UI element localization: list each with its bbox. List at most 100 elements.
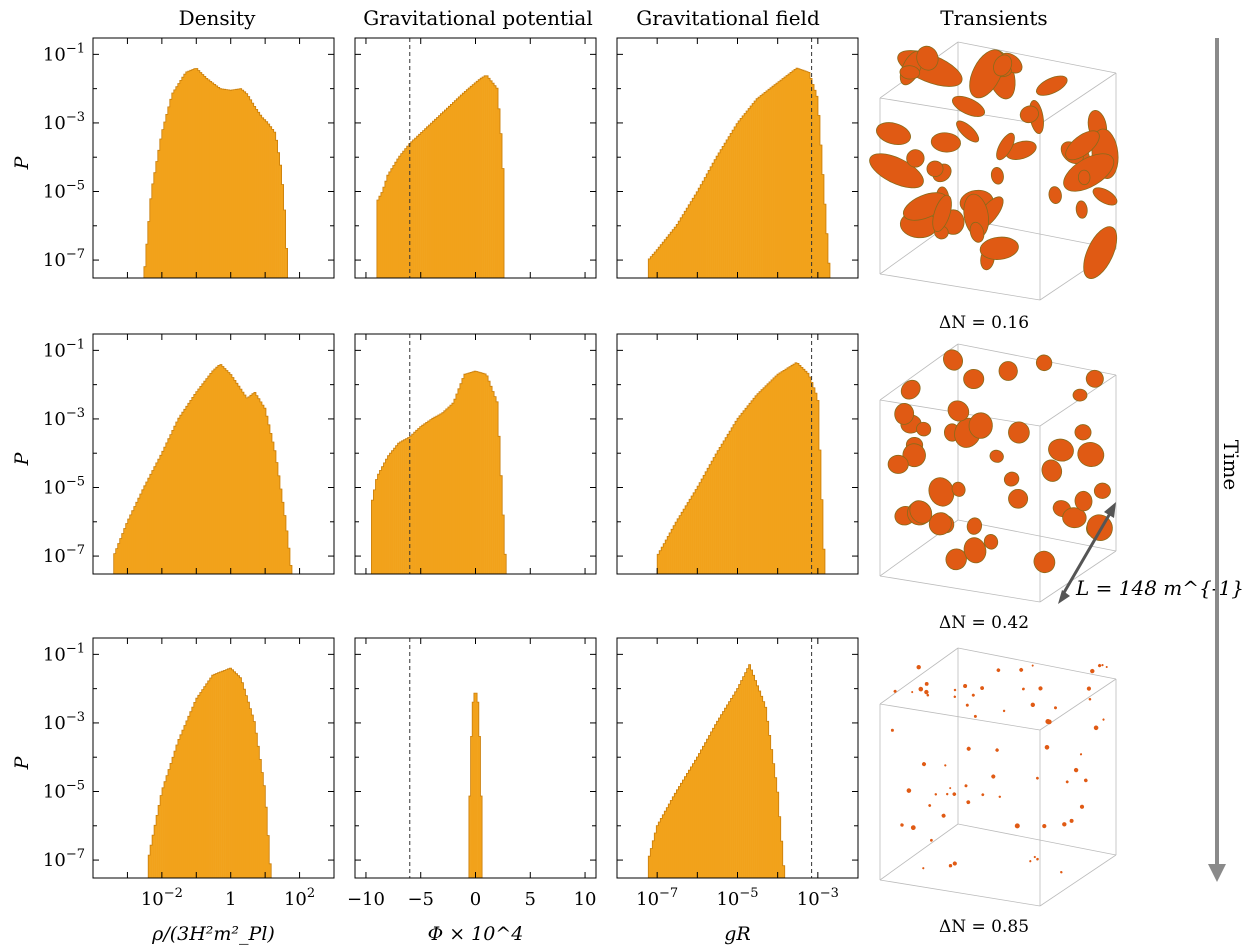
histogram-bar: [450, 104, 453, 278]
transient-blob: [963, 537, 987, 564]
histogram-bar: [672, 229, 675, 278]
histogram-bar: [181, 77, 185, 278]
histogram-bar: [776, 83, 779, 278]
histogram-bar: [742, 115, 745, 278]
transient-blob: [916, 664, 921, 670]
histogram-bar: [227, 668, 230, 878]
histogram-bar: [435, 416, 439, 574]
histogram-bar: [731, 427, 734, 574]
histogram-bar: [426, 126, 429, 278]
panel-density-row1: 10−1 10−3 10−5 10−7 P: [11, 333, 335, 575]
histogram-bar: [750, 105, 753, 279]
histogram-bar: [692, 763, 695, 878]
transient-blob: [1062, 822, 1067, 827]
histogram-bar: [217, 365, 221, 574]
histogram-bar: [139, 493, 143, 574]
histogram-bars: [657, 362, 826, 574]
x-tick-label: 5: [525, 889, 536, 910]
histogram-bar: [473, 693, 476, 878]
histogram-bar: [261, 117, 264, 278]
panel-density-row2: 10−1 10−3 10−5 10−7 P 10−2 1 102 ρ/(3H²m²_Pl): [11, 637, 335, 945]
histogram-bar: [721, 444, 724, 574]
histogram-bar: [806, 373, 810, 574]
histogram-bar: [748, 664, 751, 878]
histogram-bar: [433, 417, 437, 574]
histogram-bar: [387, 455, 390, 574]
histogram-bar: [504, 554, 507, 574]
transient-blob: [893, 689, 897, 693]
histogram-bar: [716, 721, 719, 878]
histogram-bars: [371, 371, 507, 574]
histogram-bar: [780, 371, 784, 574]
histogram-bar: [245, 397, 249, 574]
histogram-bar: [480, 78, 483, 278]
histogram-bars: [468, 693, 483, 878]
histogram-bar: [710, 731, 713, 878]
transient-blob: [1030, 702, 1036, 708]
histogram-bar: [664, 239, 667, 278]
histogram-bar: [659, 550, 662, 574]
histogram-bar: [682, 779, 685, 878]
histogram-bar: [165, 114, 169, 278]
histogram-bar: [728, 701, 731, 878]
histogram-bar: [265, 121, 268, 278]
histogram-bar: [679, 515, 682, 574]
histogram-bar: [788, 366, 792, 574]
histogram-bar: [197, 70, 201, 278]
histogram-bar: [400, 153, 404, 278]
histogram-bar: [676, 789, 679, 878]
histogram-bar: [472, 84, 475, 278]
histogram-bar: [177, 739, 181, 878]
histogram-bar: [784, 77, 787, 278]
panel-potential-row2: −10 −5 0 5 10 Φ × 10^4: [347, 637, 597, 945]
histogram-bar: [776, 374, 780, 574]
transient-blob: [928, 804, 932, 807]
histogram-bar: [241, 682, 244, 878]
transient-blob: [1074, 490, 1093, 512]
histogram-bar: [427, 420, 431, 574]
histogram-bar: [229, 374, 233, 574]
column-title-transients: Transients: [940, 6, 1047, 30]
histogram-bar: [417, 428, 420, 574]
histogram-bar: [181, 730, 185, 878]
histogram-bar: [407, 437, 410, 574]
histogram-bar: [243, 394, 247, 574]
transient-blob: [1054, 706, 1057, 710]
histogram-bar: [780, 841, 784, 878]
histogram-bar: [425, 422, 429, 574]
transient-blob: [1073, 767, 1079, 773]
histogram-bar: [392, 165, 396, 278]
histogram-bar: [432, 121, 435, 278]
histogram-bar: [774, 777, 778, 878]
histogram-bar: [183, 409, 187, 574]
histogram-bar: [239, 88, 243, 278]
histogram-bar: [810, 382, 814, 574]
column-title-density: Density: [179, 6, 256, 30]
histogram-bar: [229, 90, 233, 279]
transient-blob: [981, 793, 985, 797]
histogram-bar: [393, 448, 396, 574]
histogram-bar: [476, 371, 479, 574]
histogram-bar: [669, 532, 672, 574]
histogram-bar: [695, 489, 698, 574]
histogram-bar: [823, 204, 827, 278]
transient-cube-2: [879, 343, 1117, 603]
histogram-bar: [658, 821, 661, 878]
histogram-bar: [454, 100, 457, 278]
panel-frame: [92, 37, 335, 279]
histogram-bar: [149, 198, 153, 278]
histogram-bar: [431, 418, 435, 574]
transient-blob: [900, 823, 904, 827]
histogram-bar: [219, 364, 223, 574]
histogram-bar: [482, 77, 485, 278]
histogram-bar: [277, 152, 280, 278]
x-axis-label: gR: [724, 923, 750, 945]
histogram-bar: [668, 234, 671, 278]
transient-blob: [1036, 776, 1039, 780]
histogram-bar: [151, 470, 155, 574]
histogram-bar: [395, 445, 398, 574]
histogram-bar: [441, 412, 445, 574]
histogram-bar: [652, 840, 655, 878]
transient-blob: [1101, 663, 1104, 667]
histogram-bar: [277, 475, 281, 574]
